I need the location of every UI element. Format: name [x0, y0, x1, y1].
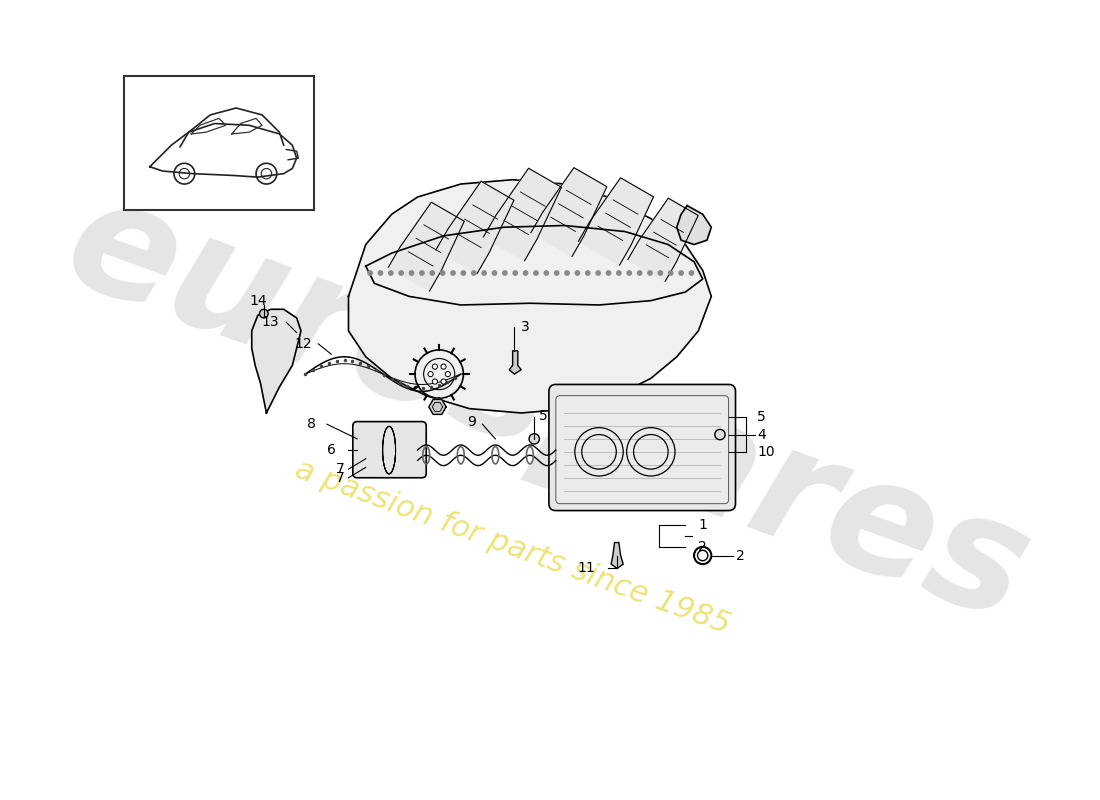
- Polygon shape: [531, 168, 607, 256]
- Text: a passion for parts since 1985: a passion for parts since 1985: [292, 454, 734, 639]
- Text: 9: 9: [468, 414, 476, 429]
- Circle shape: [441, 379, 447, 384]
- Text: 10: 10: [757, 445, 774, 459]
- Circle shape: [260, 310, 268, 318]
- FancyBboxPatch shape: [353, 422, 426, 478]
- Text: eurospares: eurospares: [46, 163, 1048, 654]
- Circle shape: [430, 271, 434, 275]
- Circle shape: [690, 271, 694, 275]
- Text: 7: 7: [336, 470, 344, 485]
- Polygon shape: [436, 182, 514, 274]
- Text: 2: 2: [698, 540, 707, 554]
- Circle shape: [388, 271, 393, 275]
- Circle shape: [472, 271, 476, 275]
- Text: 4: 4: [757, 427, 766, 442]
- Polygon shape: [628, 198, 698, 282]
- Circle shape: [638, 271, 641, 275]
- Text: 11: 11: [576, 562, 595, 575]
- Text: 5: 5: [539, 409, 548, 422]
- Circle shape: [524, 271, 528, 275]
- Polygon shape: [349, 180, 712, 413]
- Polygon shape: [676, 206, 712, 245]
- Text: 14: 14: [249, 294, 266, 308]
- Circle shape: [679, 271, 683, 275]
- Polygon shape: [612, 542, 624, 569]
- Circle shape: [493, 271, 496, 275]
- Circle shape: [503, 271, 507, 275]
- Polygon shape: [509, 350, 521, 374]
- Polygon shape: [483, 168, 561, 261]
- Circle shape: [575, 271, 580, 275]
- Circle shape: [565, 271, 569, 275]
- Circle shape: [399, 271, 404, 275]
- Circle shape: [596, 271, 601, 275]
- Polygon shape: [579, 178, 653, 265]
- Circle shape: [648, 271, 652, 275]
- Text: 1: 1: [698, 518, 707, 532]
- Text: 8: 8: [307, 417, 316, 431]
- Polygon shape: [252, 310, 301, 413]
- Circle shape: [617, 271, 621, 275]
- Circle shape: [669, 271, 673, 275]
- Text: 5: 5: [757, 410, 766, 424]
- Text: 6: 6: [327, 443, 336, 457]
- FancyBboxPatch shape: [124, 76, 314, 210]
- Polygon shape: [388, 202, 464, 291]
- Circle shape: [529, 434, 539, 444]
- Circle shape: [432, 364, 438, 369]
- Circle shape: [544, 271, 549, 275]
- Circle shape: [367, 271, 372, 275]
- Circle shape: [451, 271, 455, 275]
- Circle shape: [461, 271, 465, 275]
- FancyBboxPatch shape: [556, 396, 728, 504]
- Circle shape: [606, 271, 610, 275]
- Text: 7: 7: [336, 462, 344, 476]
- Circle shape: [378, 271, 383, 275]
- Text: 2: 2: [736, 549, 745, 562]
- Circle shape: [440, 271, 444, 275]
- Circle shape: [627, 271, 631, 275]
- Circle shape: [432, 379, 438, 384]
- Circle shape: [428, 371, 433, 377]
- FancyBboxPatch shape: [549, 385, 736, 510]
- Circle shape: [658, 271, 662, 275]
- Text: 3: 3: [521, 319, 530, 334]
- Circle shape: [715, 430, 725, 440]
- Polygon shape: [429, 399, 447, 414]
- Circle shape: [554, 271, 559, 275]
- Circle shape: [513, 271, 517, 275]
- Text: 13: 13: [262, 315, 279, 330]
- Circle shape: [482, 271, 486, 275]
- Circle shape: [534, 271, 538, 275]
- Circle shape: [420, 271, 425, 275]
- Text: 12: 12: [295, 337, 312, 351]
- Circle shape: [441, 364, 447, 369]
- Circle shape: [409, 271, 414, 275]
- Circle shape: [446, 371, 450, 377]
- Circle shape: [585, 271, 590, 275]
